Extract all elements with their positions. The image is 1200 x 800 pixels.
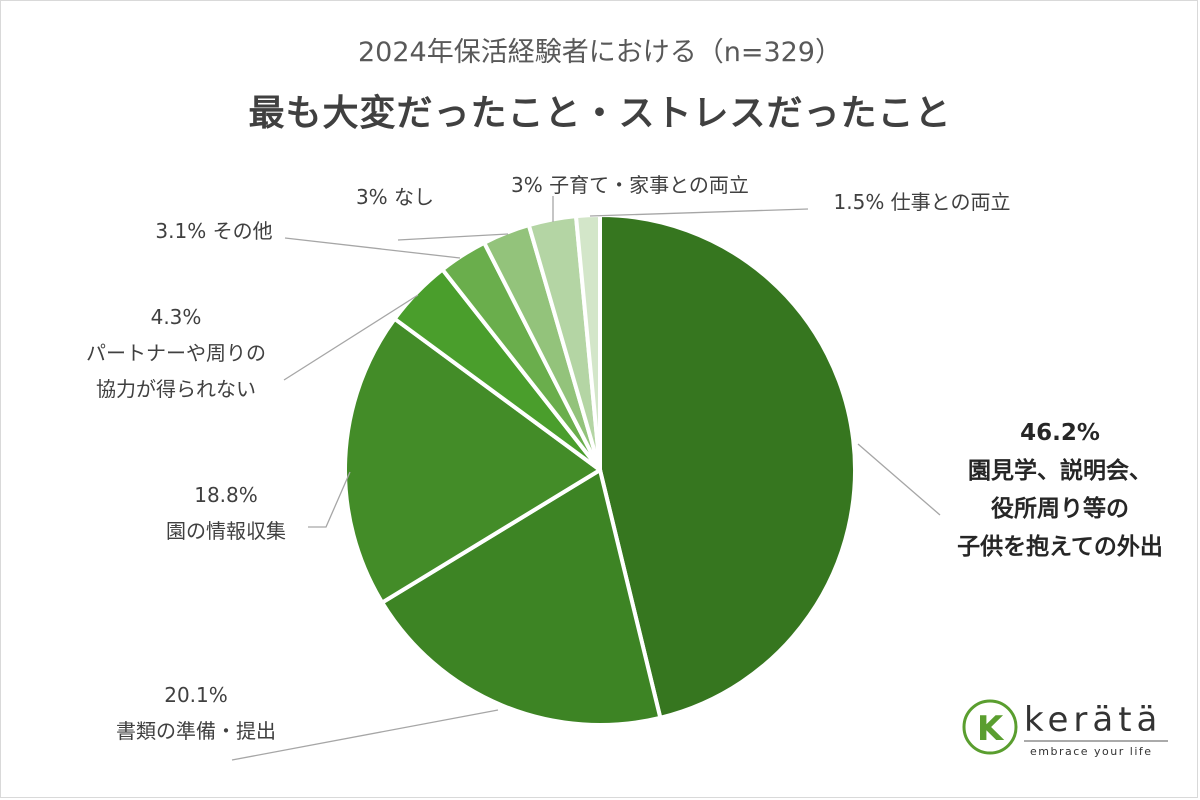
- slice-percent-label: 20.1%: [164, 683, 228, 707]
- slice-category-label: パートナーや周りの: [86, 341, 266, 365]
- slice-category-label: 園の情報収集: [166, 519, 286, 543]
- slice-category-label: 協力が得られない: [96, 377, 256, 401]
- leader-line: [231, 709, 499, 761]
- slice-label: 3.1% その他: [155, 219, 272, 243]
- leader-line: [284, 237, 461, 259]
- leader-lines: [231, 196, 941, 761]
- leader-line: [857, 443, 941, 516]
- slice-label: 3% 子育て・家事との両立: [511, 173, 749, 197]
- chart-title: 最も大変だったこと・ストレスだったこと: [248, 93, 952, 134]
- pie-slices: [343, 212, 857, 727]
- slice-percent-label: 18.8%: [194, 483, 258, 507]
- pie-slice: [598, 213, 857, 720]
- slice-category-label: 園見学、説明会、: [968, 457, 1152, 484]
- leader-line: [397, 233, 509, 241]
- logo-circle: [962, 699, 1018, 755]
- logo-letter: K: [977, 709, 1005, 749]
- slice-category-label: 役所周り等の: [991, 495, 1129, 522]
- slice-category-label: 子供を抱えての外出: [957, 533, 1163, 560]
- brand-name: kerätä: [1024, 700, 1162, 740]
- slice-category-label: 書類の準備・提出: [116, 719, 276, 743]
- chart-subtitle: 2024年保活経験者における（n=329）: [358, 37, 842, 68]
- slice-label: 1.5% 仕事との両立: [834, 190, 1011, 214]
- brand-logo: K kerätä embrace your life: [962, 699, 1168, 758]
- slice-label: 3% なし: [356, 185, 434, 209]
- pie-slice: [574, 212, 602, 472]
- pie-slice: [380, 468, 663, 727]
- brand-tagline: embrace your life: [1030, 745, 1153, 758]
- leader-line: [283, 294, 419, 381]
- leader-line: [589, 208, 809, 217]
- leader-line: [308, 471, 351, 528]
- slice-percent-label: 46.2%: [1020, 420, 1100, 446]
- pie-slice: [343, 316, 602, 605]
- slice-percent-label: 4.3%: [151, 305, 202, 329]
